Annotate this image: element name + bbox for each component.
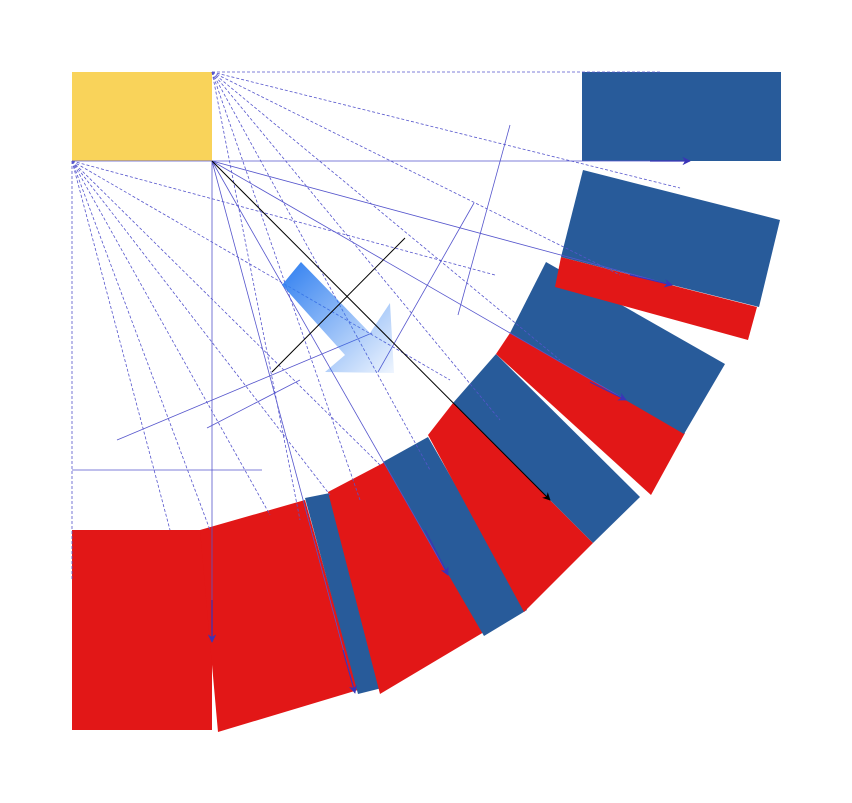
block-yellow-corner <box>72 72 212 161</box>
construction-line <box>206 379 301 429</box>
fan-ray <box>71 160 171 531</box>
construction-line <box>116 332 373 441</box>
fan-from-left-corner <box>71 160 496 531</box>
gradient-direction-arrow <box>282 262 394 373</box>
vector-arrow <box>589 381 627 401</box>
fan-ray <box>71 160 496 276</box>
fan-ray <box>211 71 301 521</box>
fan-ray <box>211 71 501 421</box>
fan-ray <box>211 160 627 401</box>
block-blue-top <box>582 72 781 161</box>
blocks-layer <box>72 72 781 732</box>
vector-arrow <box>424 529 449 576</box>
block-blue-1 <box>305 493 382 694</box>
construction-line <box>457 124 511 316</box>
fan-ray <box>211 71 621 276</box>
vector-arrows <box>207 156 691 694</box>
black-axes <box>211 160 551 501</box>
normal-axis-arrow <box>211 160 551 501</box>
block-blue-3 <box>453 354 640 543</box>
block-blue-4 <box>510 262 725 434</box>
construction-lines <box>71 71 690 694</box>
vector-arrow <box>629 274 673 288</box>
block-red-2 <box>328 462 484 694</box>
fan-ray <box>71 160 451 381</box>
fan-ray <box>71 160 331 496</box>
block-red-3 <box>428 403 593 612</box>
tangent-axis <box>271 237 406 373</box>
block-red-left <box>72 530 212 730</box>
block-blue-2 <box>383 437 527 636</box>
block-red-5 <box>555 257 757 340</box>
fan-ray <box>211 160 356 694</box>
fan-ray <box>71 160 271 516</box>
fan-ray <box>71 160 381 466</box>
fan-ray <box>211 71 561 361</box>
fan-ray <box>211 160 673 286</box>
fan-ray <box>211 71 681 189</box>
fan-ray <box>71 160 211 531</box>
vector-arrow <box>342 649 358 694</box>
block-red-4 <box>496 333 685 495</box>
block-blue-5 <box>561 170 780 307</box>
